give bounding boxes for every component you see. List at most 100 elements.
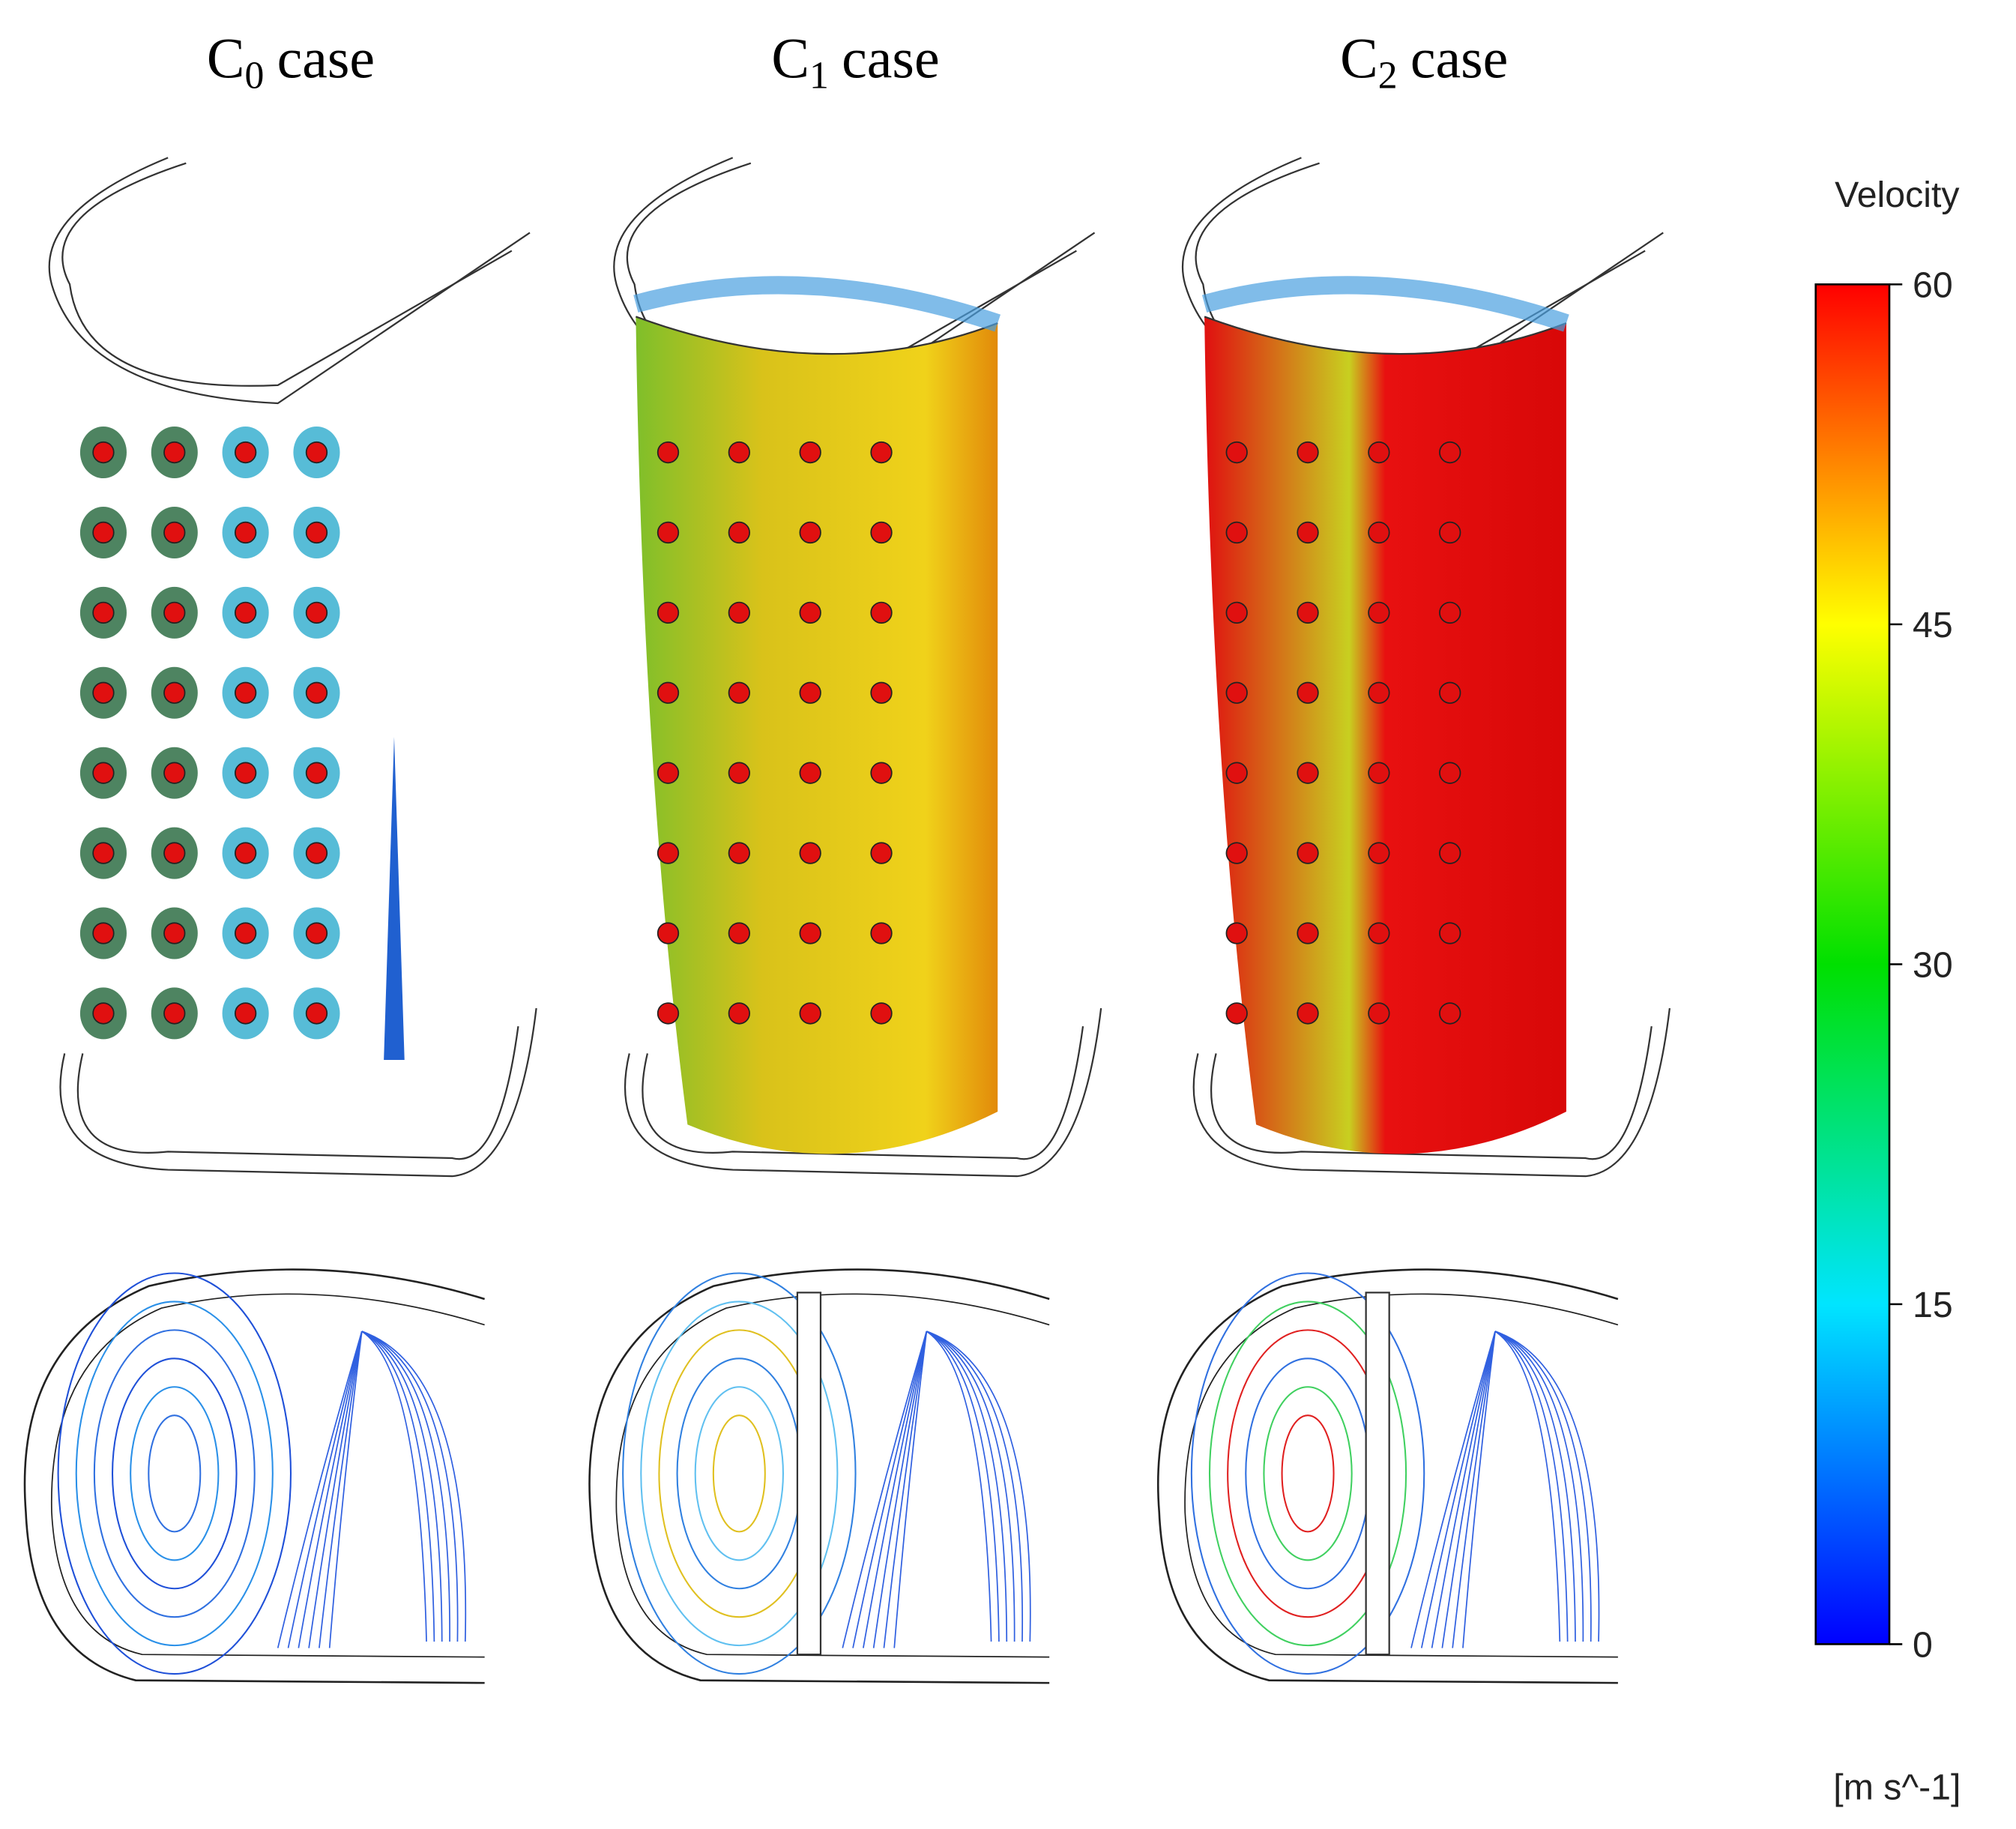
jet-dot [1368, 441, 1390, 464]
streamline [1227, 1329, 1389, 1618]
jet-dot [1297, 521, 1319, 544]
panel: C1 case [588, 27, 1102, 1684]
jet-dot [657, 441, 680, 464]
jet-dot [163, 441, 186, 464]
streamline [1410, 1331, 1600, 1648]
jet-dot [163, 762, 186, 784]
jet-dot [870, 601, 893, 624]
streamline [640, 1301, 839, 1647]
streamline [1431, 1331, 1584, 1648]
jet-dot [234, 1002, 257, 1025]
streamline [872, 1331, 1008, 1648]
jet-dot [1225, 842, 1248, 864]
jet-dot [1368, 1002, 1390, 1025]
jet-dot [1297, 441, 1319, 464]
jet-dot [1225, 601, 1248, 624]
streamline [277, 1331, 467, 1648]
streamline [1190, 1272, 1425, 1675]
jet-dot [1368, 922, 1390, 944]
streamline [883, 1331, 1000, 1648]
title-suffix: case [1410, 27, 1509, 90]
panel-title: C2 case [1340, 27, 1508, 97]
jet-dot [1368, 762, 1390, 784]
panels: C0 case C1 case C 2 case [23, 27, 1671, 1684]
colorbar [1814, 283, 1891, 1645]
jet-dot [1368, 842, 1390, 864]
streamline [130, 1386, 220, 1561]
colorbar-title: Velocity [1835, 175, 1960, 215]
streamline [1452, 1331, 1569, 1648]
streamline [1281, 1414, 1335, 1533]
jet-dot [1225, 681, 1248, 704]
jet-dot [92, 762, 115, 784]
splitter-plate [796, 1292, 822, 1656]
jet-dot [92, 681, 115, 704]
jet-dot [870, 1002, 893, 1025]
jet-dot [1297, 681, 1319, 704]
jet-dot [657, 842, 680, 864]
jet-dot [234, 762, 257, 784]
title-letter: C [207, 27, 245, 90]
jet-dot [234, 601, 257, 624]
duct-outline [1210, 1026, 1653, 1160]
jet-dot [92, 601, 115, 624]
jet-dot [305, 681, 328, 704]
jet-dot [1297, 1002, 1319, 1025]
jet-dot [1297, 842, 1319, 864]
duct-outline [1192, 1007, 1671, 1178]
jet-dot [163, 1002, 186, 1025]
panel-title: C0 case [207, 27, 375, 97]
jet-dot [799, 842, 821, 864]
jet-dot [870, 842, 893, 864]
jet-dot [728, 681, 750, 704]
jet-dot [163, 681, 186, 704]
title-subscript: 2 [1378, 54, 1398, 97]
jet-dot [1297, 922, 1319, 944]
jet-dot [305, 601, 328, 624]
streamline [287, 1331, 459, 1648]
jet-dot [728, 601, 750, 624]
jet-dot [657, 681, 680, 704]
jet-dot [92, 922, 115, 944]
streamline [148, 1414, 202, 1533]
panel: C2 case [1156, 27, 1671, 1684]
splitter-plate [1365, 1292, 1390, 1656]
streamline [308, 1331, 443, 1648]
jet-dot [1225, 521, 1248, 544]
colorbar-tick-label: 45 [1913, 605, 1953, 645]
vortex-column [384, 736, 405, 1060]
cylinder-top [1201, 276, 1569, 332]
jet-dot [728, 1002, 750, 1025]
vortex-cylinder [636, 316, 998, 1154]
jet-dot [1297, 762, 1319, 784]
jet-dot [92, 842, 115, 864]
section-outline [1184, 1293, 1619, 1658]
jet-dot [799, 681, 821, 704]
jet-dot [657, 762, 680, 784]
panel: C0 case [23, 27, 537, 1684]
streamline [863, 1331, 1015, 1648]
jet-dot [799, 601, 821, 624]
jet-dot [234, 681, 257, 704]
jet-dot [728, 441, 750, 464]
duct-outline [48, 157, 531, 405]
colorbar-tick-label: 60 [1913, 265, 1953, 306]
streamline [842, 1331, 1031, 1648]
jet-dot [234, 922, 257, 944]
jet-dot [657, 521, 680, 544]
jet-dot [305, 922, 328, 944]
colorbar-tick-label: 0 [1913, 1625, 1933, 1666]
jet-dot [163, 521, 186, 544]
jet-dot [305, 521, 328, 544]
streamline [111, 1358, 238, 1590]
jet-dot [1368, 601, 1390, 624]
vortex-cylinder [1204, 316, 1566, 1154]
jet-dot [728, 922, 750, 944]
streamline [1208, 1301, 1407, 1647]
jet-dot [870, 681, 893, 704]
streamline [893, 1331, 992, 1648]
jet-dot [1225, 922, 1248, 944]
jet-dot [870, 521, 893, 544]
jet-dot [799, 922, 821, 944]
